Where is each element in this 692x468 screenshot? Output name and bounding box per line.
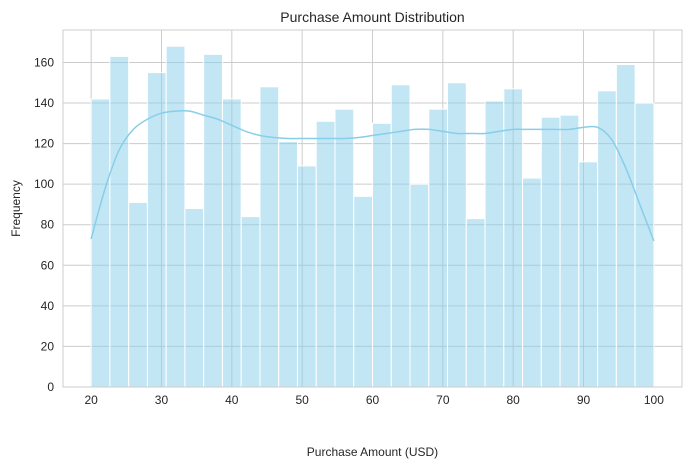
histogram-bar bbox=[334, 108, 355, 388]
x-tick-label: 20 bbox=[84, 393, 98, 407]
x-tick-label: 90 bbox=[577, 393, 591, 407]
x-tick-label: 70 bbox=[436, 393, 450, 407]
histogram-bar bbox=[540, 116, 561, 388]
histogram-bar bbox=[109, 55, 130, 388]
x-tick-labels: 20 30 40 50 60 70 80 90 100 bbox=[84, 393, 664, 407]
histogram-bar bbox=[484, 100, 505, 388]
y-tick-label: 60 bbox=[41, 258, 55, 272]
histogram-bar bbox=[559, 114, 580, 388]
x-axis-label: Purchase Amount (USD) bbox=[307, 445, 438, 459]
histogram-bar bbox=[447, 82, 467, 388]
histogram-bar bbox=[240, 216, 261, 388]
y-tick-label: 40 bbox=[41, 299, 55, 313]
histogram-bar bbox=[465, 218, 486, 388]
histogram-bar bbox=[128, 201, 148, 388]
y-tick-label: 120 bbox=[34, 137, 54, 151]
histogram-bar bbox=[184, 208, 205, 388]
x-tick-label: 80 bbox=[507, 393, 521, 407]
y-tick-labels: 0 20 40 60 80 100 120 140 160 bbox=[34, 55, 54, 394]
x-tick-label: 60 bbox=[366, 393, 380, 407]
x-tick-label: 30 bbox=[155, 393, 169, 407]
histogram-bar bbox=[221, 98, 242, 388]
histogram-bar bbox=[203, 53, 223, 388]
y-tick-label: 100 bbox=[34, 177, 54, 191]
histogram-bar bbox=[296, 165, 317, 388]
histogram-bar bbox=[315, 120, 336, 388]
y-tick-label: 140 bbox=[34, 96, 54, 110]
histogram-bar bbox=[372, 122, 392, 388]
y-tick-label: 0 bbox=[47, 380, 54, 394]
histogram-bar bbox=[634, 102, 655, 388]
histogram-bar bbox=[578, 161, 599, 388]
histogram-bar bbox=[409, 183, 430, 388]
histogram-bar bbox=[259, 86, 280, 388]
histogram-bar bbox=[615, 63, 636, 388]
x-tick-label: 50 bbox=[295, 393, 309, 407]
histogram-bar bbox=[353, 195, 374, 388]
histogram-bar bbox=[90, 98, 111, 388]
histogram-bar bbox=[165, 45, 186, 388]
chart-title: Purchase Amount Distribution bbox=[280, 9, 464, 25]
histogram-bar bbox=[146, 72, 167, 388]
x-tick-label: 100 bbox=[644, 393, 664, 407]
histogram-bar bbox=[503, 88, 524, 388]
kde-curve bbox=[90, 110, 655, 242]
histogram-bar bbox=[278, 141, 298, 388]
y-tick-label: 160 bbox=[34, 55, 54, 69]
histogram-bar bbox=[597, 90, 617, 388]
histogram-bar bbox=[428, 108, 449, 388]
x-tick-label: 40 bbox=[225, 393, 239, 407]
plot-frame bbox=[62, 29, 683, 388]
histogram-bar bbox=[522, 177, 542, 388]
histogram-bars bbox=[90, 45, 655, 388]
y-tick-label: 80 bbox=[41, 218, 55, 232]
y-axis-label: Frequency bbox=[9, 180, 23, 237]
y-tick-label: 20 bbox=[41, 339, 55, 353]
